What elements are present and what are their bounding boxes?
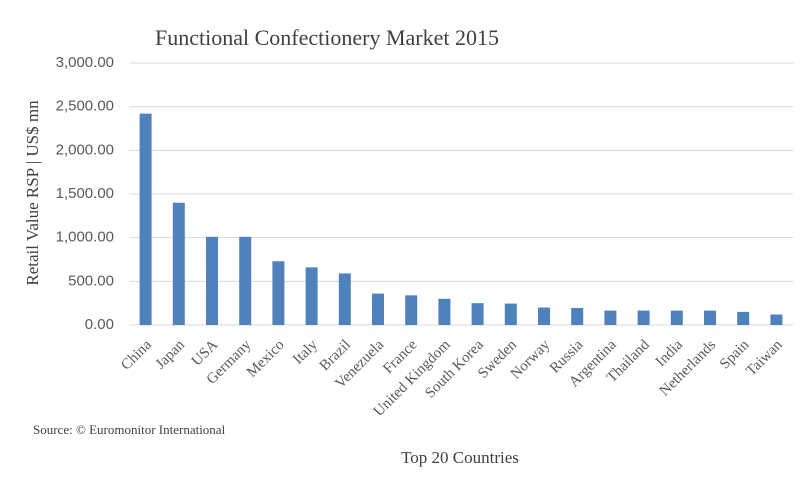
bar [737, 311, 750, 325]
bar [538, 307, 550, 325]
bar [438, 298, 451, 325]
bar [405, 295, 418, 325]
y-tick-label: 500.00 [68, 272, 114, 289]
bar [172, 202, 185, 325]
bar [338, 273, 351, 325]
y-tick-label: 1,500.00 [56, 185, 114, 202]
x-tick-label: Japan [153, 337, 189, 373]
x-axis-label: Top 20 Countries [401, 448, 519, 467]
y-tick-label: 2,500.00 [56, 98, 114, 115]
bar [571, 307, 584, 325]
bar [471, 303, 484, 325]
x-tick-label: Taiwan [743, 337, 786, 380]
bar [770, 314, 783, 325]
bar [372, 293, 384, 325]
y-axis-label: Retail Value RSP | US$ mn [23, 100, 42, 286]
bar [670, 310, 683, 325]
y-tick-label: 0.00 [85, 316, 114, 333]
source-note: Source: © Euromonitor International [33, 422, 226, 437]
bar [305, 267, 318, 325]
y-tick-label: 3,000.00 [56, 54, 114, 71]
bar [239, 236, 252, 325]
bar [504, 303, 517, 325]
bar [139, 113, 152, 325]
x-tick-label: Mexico [244, 337, 288, 381]
bar [637, 310, 650, 325]
bar [604, 310, 617, 325]
y-tick-label: 2,000.00 [56, 141, 114, 158]
chart-title: Functional Confectionery Market 2015 [155, 25, 499, 50]
bar [704, 310, 716, 325]
bar [272, 261, 285, 325]
y-tick-label: 1,000.00 [56, 229, 114, 246]
x-tick-label: China [118, 337, 155, 374]
bar [206, 236, 218, 325]
